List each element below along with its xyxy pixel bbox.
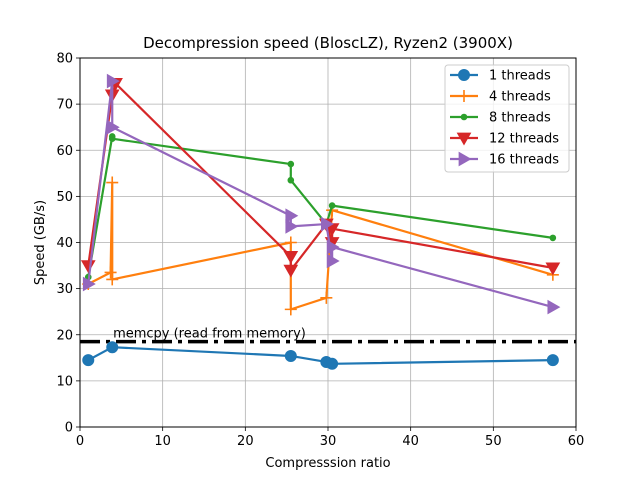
data-point: [546, 354, 559, 367]
data-point: [456, 132, 472, 146]
legend-entry: 12 threads: [450, 132, 559, 147]
data-point: [320, 291, 333, 304]
x-tick-label: 30: [320, 434, 337, 449]
data-point: [545, 262, 561, 276]
x-tick-label: 40: [402, 434, 419, 449]
data-point: [82, 354, 95, 367]
legend-entry: 1 threads: [450, 69, 551, 84]
x-axis-label: Compresssion ratio: [265, 456, 390, 471]
data-point: [460, 113, 468, 121]
data-point: [82, 276, 96, 292]
y-tick-label: 10: [56, 374, 73, 389]
y-tick-label: 0: [65, 421, 73, 436]
series-group: [80, 73, 561, 370]
data-point: [547, 299, 561, 315]
y-tick-label: 80: [56, 52, 73, 67]
data-point: [285, 208, 299, 224]
series-1-threads: [82, 341, 559, 370]
memcpy-annotation: memcpy (read from memory): [113, 327, 306, 342]
x-tick-label: 60: [568, 434, 585, 449]
legend-label: 12 threads: [489, 132, 559, 147]
data-point: [549, 234, 557, 242]
data-point: [287, 160, 295, 168]
y-axis-label: Speed (GB/s): [33, 200, 48, 285]
legend-entry: 8 threads: [450, 111, 551, 126]
y-tick-label: 70: [56, 98, 73, 113]
data-point: [285, 218, 299, 234]
data-point: [284, 303, 297, 316]
legend-entry: 4 threads: [450, 90, 551, 105]
data-point: [326, 239, 340, 255]
legend: 1 threads 4 threads 8 threads 12 threads 16 …: [444, 64, 570, 173]
legend-label: 8 threads: [489, 111, 551, 126]
data-point: [458, 90, 470, 102]
y-tick-label: 50: [56, 190, 73, 205]
data-point: [283, 264, 299, 278]
data-point: [106, 273, 119, 286]
data-point: [106, 341, 119, 354]
data-point: [326, 253, 340, 269]
data-point: [326, 357, 339, 370]
x-tick-label: 50: [485, 434, 502, 449]
data-point: [106, 176, 119, 189]
x-tick-label: 20: [237, 434, 254, 449]
legend-entry: 16 threads: [450, 151, 559, 168]
chart-title: Decompression speed (BloscLZ), Ryzen2 (3…: [143, 34, 513, 52]
data-point: [287, 176, 295, 184]
data-point: [104, 266, 117, 279]
data-point: [328, 202, 336, 209]
y-tick-label: 30: [56, 282, 73, 297]
data-point: [284, 236, 297, 249]
legend-label: 1 threads: [489, 69, 551, 84]
y-tick-label: 20: [56, 328, 73, 343]
data-point: [320, 216, 334, 232]
legend-box: [444, 64, 570, 173]
y-tick-label: 60: [56, 144, 73, 159]
y-tick-label: 40: [56, 236, 73, 251]
series-16-threads: [82, 73, 561, 315]
data-point: [283, 250, 299, 264]
data-point: [106, 119, 120, 135]
data-point: [108, 135, 116, 143]
legend-label: 16 threads: [489, 153, 559, 168]
legend-label: 4 threads: [489, 90, 551, 105]
data-point: [106, 73, 120, 89]
x-tick-label: 0: [76, 434, 84, 449]
series-8-threads: [84, 133, 557, 281]
reference-line-group: memcpy (read from memory): [80, 327, 576, 344]
data-point: [284, 349, 297, 362]
data-point: [458, 69, 470, 81]
data-point: [458, 151, 472, 167]
x-tick-label: 10: [154, 434, 171, 449]
axis-ticks: 0 10 20 30 40 50 60 0 10 20 30 40 50 60 70 80: [56, 52, 584, 450]
